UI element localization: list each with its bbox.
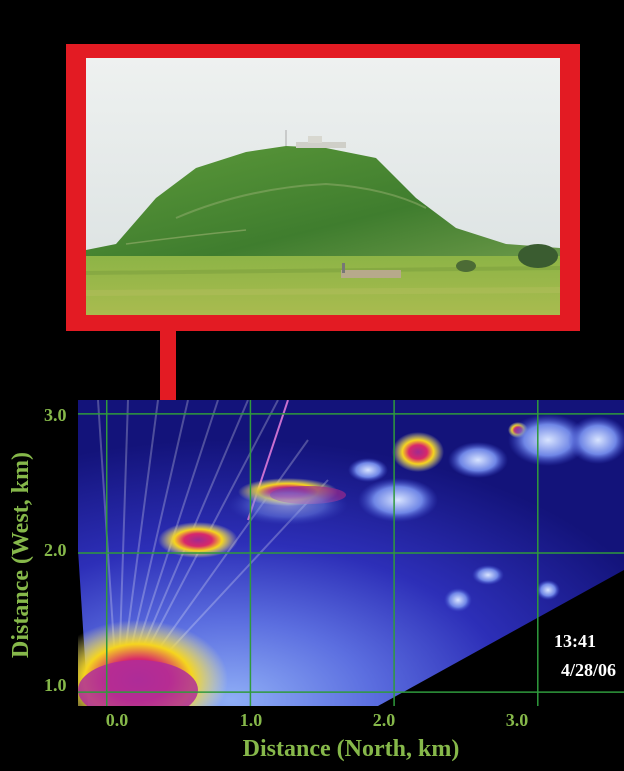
y-axis-label: Distance (West, km) <box>8 452 34 658</box>
photo-frame <box>66 44 580 331</box>
lidar-plot <box>78 400 624 706</box>
x-tick-label: 0.0 <box>105 710 129 730</box>
x-tick-label: 2.0 <box>372 710 396 730</box>
y-tick-label: 1.0 <box>44 675 67 695</box>
lidar-image <box>78 400 624 706</box>
hill-photo <box>86 58 560 315</box>
y-tick-label: 3.0 <box>44 405 67 425</box>
x-tick-label: 3.0 <box>505 710 529 730</box>
x-tick-label: 1.0 <box>239 710 263 730</box>
y-tick-label: 2.0 <box>44 540 67 560</box>
time-stamp: 13:41 <box>554 631 596 651</box>
plot-grid <box>78 400 624 706</box>
date-stamp: 4/28/06 <box>560 660 616 680</box>
x-axis-label: Distance (North, km) <box>242 736 460 762</box>
